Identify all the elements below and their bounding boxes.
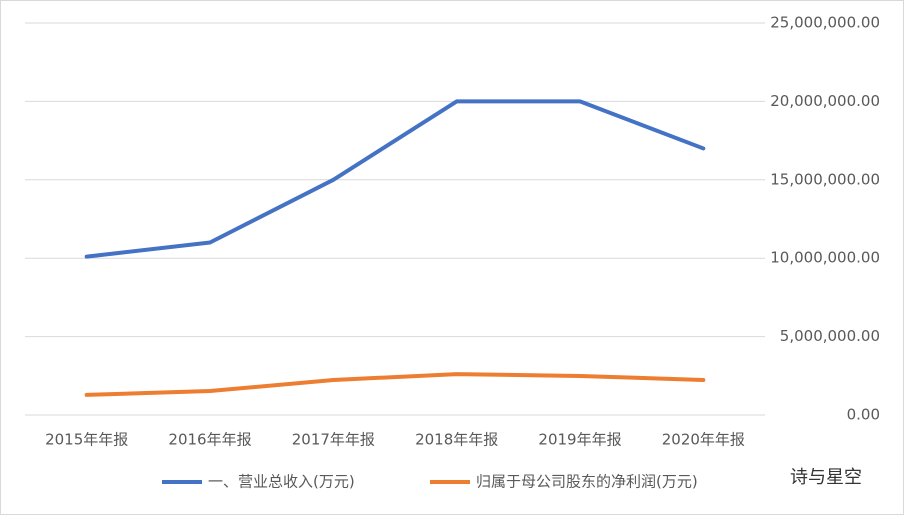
y-tick-label: 15,000,000.00 bbox=[770, 170, 880, 188]
x-tick-label: 2015年年报 bbox=[45, 431, 128, 449]
x-tick-label: 2016年年报 bbox=[168, 431, 251, 449]
series-line bbox=[84, 372, 706, 397]
x-tick-label: 2017年年报 bbox=[292, 431, 375, 449]
legend-label: 一、营业总收入(万元) bbox=[208, 473, 355, 491]
y-tick-label: 5,000,000.00 bbox=[780, 327, 880, 345]
x-tick-label: 2018年年报 bbox=[415, 431, 498, 449]
legend-label: 归属于母公司股东的净利润(万元) bbox=[476, 473, 698, 491]
watermark: 诗与星空 bbox=[790, 467, 862, 488]
series-line bbox=[84, 99, 706, 259]
x-tick-label: 2019年年报 bbox=[538, 431, 621, 449]
y-tick-label: 20,000,000.00 bbox=[770, 92, 880, 110]
y-tick-label: 10,000,000.00 bbox=[770, 249, 880, 267]
y-tick-label: 0.00 bbox=[847, 406, 880, 424]
x-tick-label: 2020年年报 bbox=[662, 431, 745, 449]
y-tick-label: 25,000,000.00 bbox=[770, 14, 880, 32]
